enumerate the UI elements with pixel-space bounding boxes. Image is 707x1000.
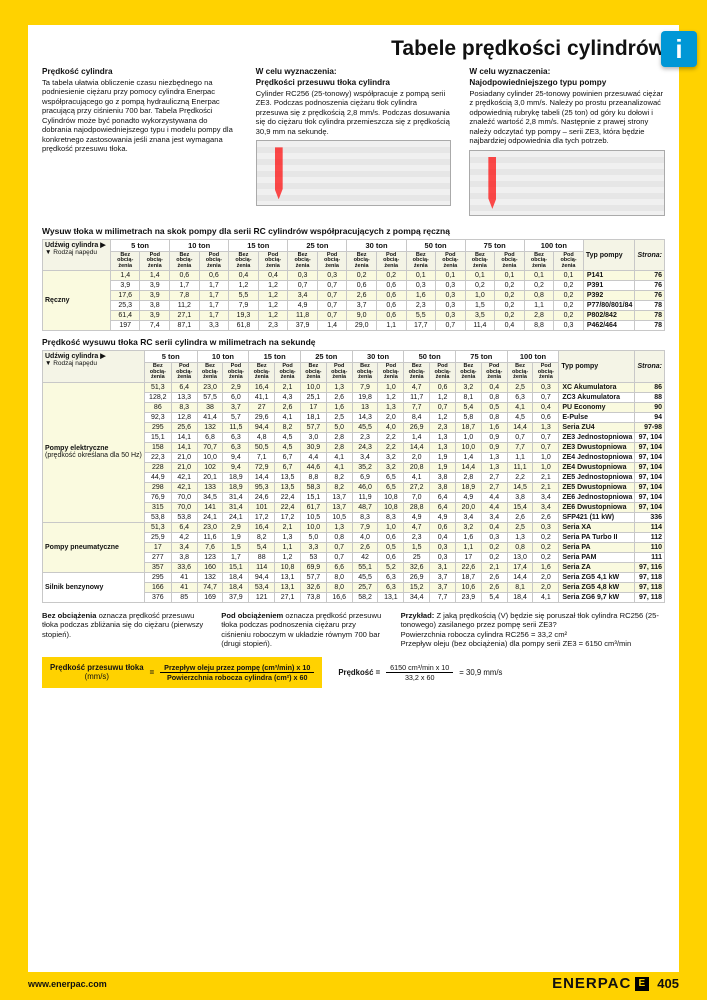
intro-p2: Cylinder RC256 (25-tonowy) współpracuje … bbox=[256, 89, 452, 136]
intro-p1: Ta tabela ułatwia obliczenie czasu niezb… bbox=[42, 78, 238, 154]
intro-h3a: W celu wyznaczenia: bbox=[469, 67, 665, 76]
page-number: 405 bbox=[657, 976, 679, 991]
table-1: Udźwig cylindra ▶▼ Rodzaj napędu5 ton10 … bbox=[42, 239, 665, 332]
sample-table-image-2 bbox=[469, 150, 665, 216]
brand-logo: ENERPACE bbox=[552, 975, 649, 992]
intro-col-3: W celu wyznaczenia: Najodpowiedniejszego… bbox=[469, 67, 665, 216]
formula-box: Prędkość przesuwu tłoka (mm/s) = Przepły… bbox=[42, 657, 322, 688]
page-title: Tabele prędkości cylindrów bbox=[42, 37, 665, 61]
table1-title: Wysuw tłoka w milimetrach na skok pompy … bbox=[42, 226, 665, 236]
info-icon: i bbox=[661, 31, 697, 67]
table2-title: Prędkość wysuwu tłoka RC serii cylindra … bbox=[42, 337, 665, 347]
note-3: Przykład: Z jaką prędkością (V) będzie s… bbox=[401, 611, 665, 649]
sample-table-image-1 bbox=[256, 140, 452, 206]
intro-h3b: Najodpowiedniejszego typu pompy bbox=[469, 78, 665, 87]
intro-p3: Posiadany cylinder 25-tonowy powinien pr… bbox=[469, 89, 665, 146]
note-1: Bez obciążenia oznacza prędkość przesuwu… bbox=[42, 611, 207, 649]
intro-h1: Prędkość cylindra bbox=[42, 67, 238, 76]
note-2: Pod obciążeniem oznacza prędkość przesuw… bbox=[221, 611, 386, 649]
footer-url: www.enerpac.com bbox=[28, 979, 107, 989]
intro-col-1: Prędkość cylindra Ta tabela ułatwia obli… bbox=[42, 67, 238, 216]
intro-h2b: Prędkości przesuwu tłoka cylindra bbox=[256, 78, 452, 87]
speed-calc: Prędkość = 6150 cm³/min x 10 33,2 x 60 =… bbox=[338, 663, 502, 682]
table-2: Udźwig cylindra ▶▼ Rodzaj napędu5 ton10 … bbox=[42, 350, 665, 603]
intro-col-2: W celu wyznaczenia: Prędkości przesuwu t… bbox=[256, 67, 452, 216]
intro-h2a: W celu wyznaczenia: bbox=[256, 67, 452, 76]
